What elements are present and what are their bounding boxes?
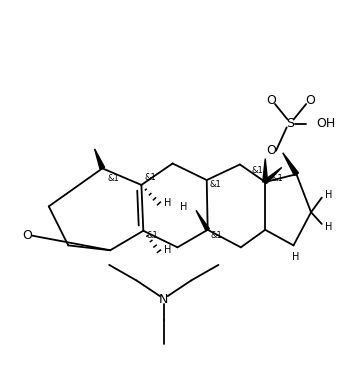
Text: &1: &1 <box>271 174 283 182</box>
Text: O: O <box>266 93 276 107</box>
Text: &1: &1 <box>252 166 263 175</box>
Text: &1: &1 <box>210 180 221 189</box>
Text: H: H <box>164 245 171 255</box>
Polygon shape <box>283 153 299 176</box>
Text: H: H <box>325 190 332 200</box>
Text: O: O <box>22 229 32 242</box>
Text: H: H <box>164 199 171 208</box>
Text: O: O <box>266 144 276 157</box>
Polygon shape <box>263 159 268 182</box>
Text: N: N <box>159 292 168 306</box>
Text: &1: &1 <box>107 174 119 182</box>
Text: &1: &1 <box>144 173 156 182</box>
Text: &1: &1 <box>146 231 158 240</box>
Text: S: S <box>286 117 295 130</box>
Text: H: H <box>292 252 299 262</box>
Text: H: H <box>325 222 332 232</box>
Polygon shape <box>95 149 105 169</box>
Text: OH: OH <box>316 117 335 130</box>
Polygon shape <box>196 210 209 231</box>
Text: &1: &1 <box>211 231 222 240</box>
Text: O: O <box>305 93 315 107</box>
Text: H: H <box>180 202 187 212</box>
Polygon shape <box>264 168 282 184</box>
